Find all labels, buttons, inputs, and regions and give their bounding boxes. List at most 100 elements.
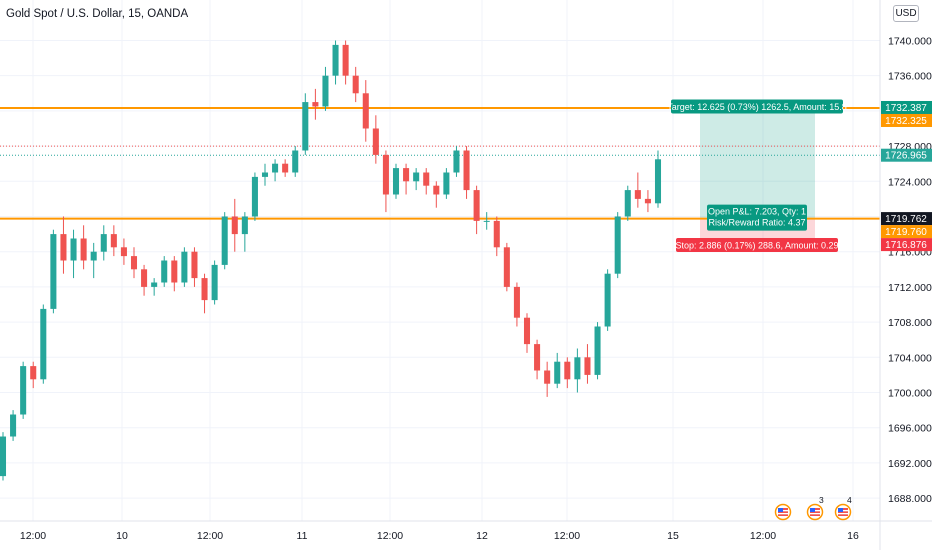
price-axis-tick-label: 1736.000 [888, 71, 932, 83]
price-axis-tick-label: 1708.000 [888, 317, 932, 329]
candle-body [574, 357, 581, 380]
position-labels: Target: 12.625 (0.73%) 1262.5, Amount: 1… [667, 99, 847, 252]
candle-body [382, 154, 389, 195]
candle-body [513, 286, 520, 318]
candle-body [624, 190, 631, 217]
us-flag-event-icon[interactable] [806, 503, 824, 521]
time-axis-tick-label: 12 [476, 530, 488, 542]
position-label-bg [671, 99, 843, 114]
candle-body [433, 185, 440, 195]
price-axis-label: 1719.762 [885, 214, 927, 225]
candle-body [201, 278, 208, 301]
candle-body [584, 357, 591, 375]
pnl-box [707, 204, 807, 231]
price-axis-tick-label: 1696.000 [888, 423, 932, 435]
candle-body [40, 308, 47, 380]
candle-body [110, 234, 117, 248]
candle-body [594, 326, 601, 375]
candle-body [50, 234, 57, 309]
candle-body [312, 102, 319, 107]
candle-body [141, 269, 148, 287]
candle-body [181, 251, 188, 283]
us-flag-event-icon[interactable] [774, 503, 792, 521]
candle-body [463, 150, 470, 191]
candle-body [614, 216, 621, 274]
position-label-text: Stop: 2.886 (0.17%) 288.6, Amount: 0.29 [675, 240, 838, 250]
candle-body [100, 234, 107, 252]
price-axis-label-bg [881, 212, 932, 226]
time-axis-tick-label: 12:00 [554, 530, 580, 542]
candle-body [272, 163, 279, 173]
candle-body [60, 234, 67, 261]
event-count-label: 3 [819, 495, 824, 505]
time-axis-tick-label: 10 [116, 530, 128, 542]
price-axis-label: 1726.965 [885, 151, 927, 162]
candle-body [282, 163, 289, 173]
candle-body [332, 44, 339, 76]
time-axis-tick-label: 12:00 [377, 530, 403, 542]
currency-button[interactable]: USD [893, 5, 919, 22]
time-axis-tick-label: 11 [297, 530, 308, 542]
price-axis-label: 1716.876 [885, 240, 927, 251]
price-axis-tick-label: 1700.000 [888, 388, 932, 400]
candle-body [231, 216, 238, 235]
price-axis-label: 1732.387 [885, 103, 927, 114]
time-axis[interactable]: 12:00 10 12:00 11 12:00 12 12:00 15 12:00 16 [20, 530, 859, 542]
candle-body [413, 172, 420, 182]
candle-body [292, 150, 299, 173]
candle-body [423, 172, 430, 186]
price-axis-tick-label: 1740.000 [888, 35, 932, 47]
candle-body [473, 190, 480, 221]
price-axis-label-bg [881, 113, 932, 127]
candle-body [352, 75, 359, 94]
candle-body [554, 361, 561, 384]
target-zone[interactable] [700, 107, 815, 219]
candle-body [302, 102, 309, 151]
candle-body [403, 168, 410, 182]
pnl-label: Open P&L: 7.203, Qty: 1 [708, 207, 806, 217]
candle-body [483, 220, 490, 222]
candle-body [120, 247, 127, 257]
candle-body [342, 44, 349, 76]
candle-body [211, 264, 218, 301]
candle-body [544, 370, 551, 384]
price-axis-tick-label: 1688.000 [888, 493, 932, 505]
time-axis-tick-label: 12:00 [750, 530, 776, 542]
price-axis-label-bg [881, 100, 932, 114]
us-flag-event-icon[interactable] [834, 503, 852, 521]
candle-body [151, 282, 158, 287]
candle-body [654, 159, 662, 204]
event-count-label: 4 [847, 495, 852, 505]
price-axis-tick-label: 1692.000 [888, 458, 932, 470]
candle-body [90, 251, 97, 261]
price-axis-tick-label: 1704.000 [888, 352, 932, 364]
candle-body [523, 317, 531, 345]
candle-body [161, 260, 168, 283]
symbol-title: Gold Spot / U.S. Dollar, 15, OANDA [6, 8, 188, 20]
candle-body [20, 366, 27, 415]
time-axis-tick-label: 16 [847, 530, 859, 542]
time-axis-tick-label: 12:00 [20, 530, 46, 542]
candle-body [392, 168, 400, 195]
candle-body [221, 216, 228, 265]
time-axis-tick-label: 15 [667, 530, 679, 542]
price-axis-label: 1732.325 [885, 116, 927, 127]
price-axis-label-bg [881, 238, 932, 252]
candle-body [251, 176, 258, 217]
candle-body [443, 172, 450, 195]
candle-body [191, 251, 198, 279]
candle-body [564, 361, 571, 380]
candle-body [644, 198, 651, 204]
price-axis-label-bg [881, 225, 932, 239]
price-axis-tick-label: 1712.000 [888, 282, 932, 294]
candle-body [372, 128, 379, 155]
position-label-text: Target: 12.625 (0.73%) 1262.5, Amount: 1… [667, 102, 847, 112]
candle-body [362, 93, 369, 129]
price-axis-labels: 1732.387 1732.325 1726.965 1719.762 1719.760… [881, 100, 932, 252]
candle-body [171, 260, 178, 283]
price-axis-label-bg [881, 148, 932, 162]
price-axis-label: 1719.760 [885, 227, 927, 238]
